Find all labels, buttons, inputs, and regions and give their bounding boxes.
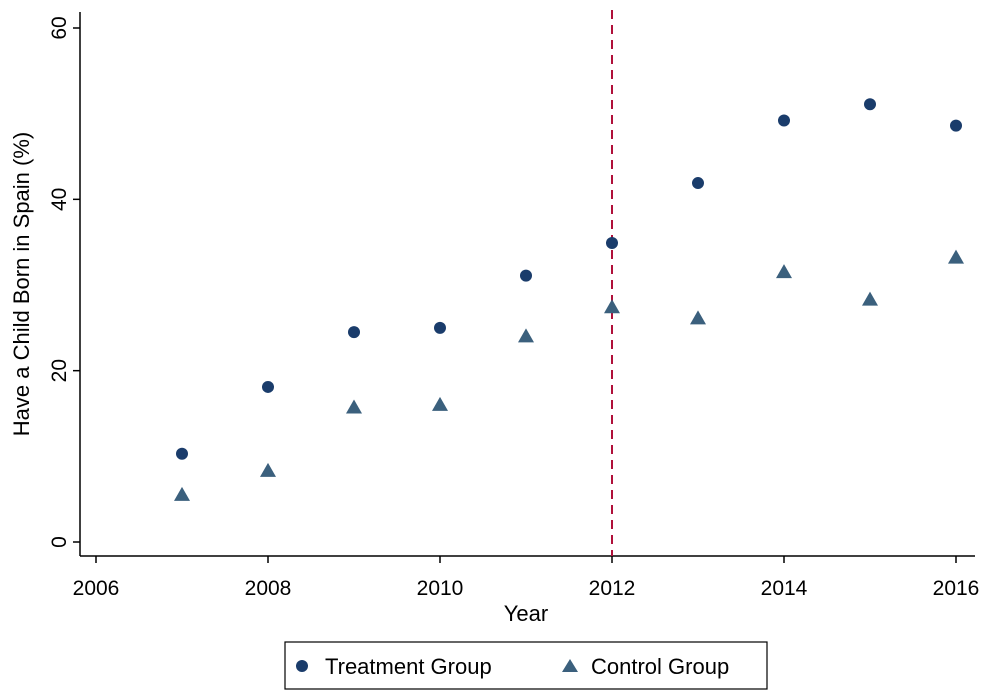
control-group-point xyxy=(948,249,964,264)
y-tick-label: 20 xyxy=(48,359,71,382)
legend: Treatment Group Control Group xyxy=(284,641,768,690)
treatment-group-point xyxy=(778,114,790,127)
control-group-point xyxy=(432,396,448,411)
legend-treatment-marker xyxy=(296,660,308,672)
x-axis-title: Year xyxy=(504,601,548,626)
axes: 0 20 40 60 2006 2008 2010 2012 2014 2016 xyxy=(48,12,979,600)
legend-control-marker xyxy=(562,659,578,672)
treatment-group-point xyxy=(262,380,274,393)
treatment-group-point xyxy=(606,237,618,250)
control-group-point xyxy=(862,291,878,306)
y-tick-label: 40 xyxy=(48,188,71,211)
legend-box xyxy=(284,641,768,690)
treatment-group-point xyxy=(864,98,876,111)
x-tick-label: 2010 xyxy=(417,577,464,600)
y-tick-label: 60 xyxy=(48,16,71,39)
treatment-group-point xyxy=(520,269,532,282)
x-tick-label: 2006 xyxy=(73,577,120,600)
treatment-group-point xyxy=(434,321,446,334)
x-tick-label: 2012 xyxy=(589,577,636,600)
legend-control-label: Control Group xyxy=(591,654,729,679)
control-group-point xyxy=(690,310,706,325)
control-group-point xyxy=(518,328,534,343)
control-group-point xyxy=(776,264,792,279)
treatment-group-point xyxy=(348,326,360,339)
data-marks xyxy=(174,98,964,501)
control-group-point xyxy=(604,299,620,314)
treatment-group-point xyxy=(176,447,188,460)
control-group-point xyxy=(346,399,362,414)
y-axis-title: Have a Child Born in Spain (%) xyxy=(9,132,34,436)
x-tick-label: 2014 xyxy=(761,577,808,600)
treatment-group-point xyxy=(692,177,704,190)
x-tick-label: 2016 xyxy=(933,577,980,600)
y-tick-label: 0 xyxy=(48,536,71,548)
control-group-point xyxy=(260,462,276,477)
control-group-point xyxy=(174,486,190,501)
x-tick-label: 2008 xyxy=(245,577,292,600)
legend-treatment-label: Treatment Group xyxy=(325,654,492,679)
treatment-group-point xyxy=(950,119,962,132)
